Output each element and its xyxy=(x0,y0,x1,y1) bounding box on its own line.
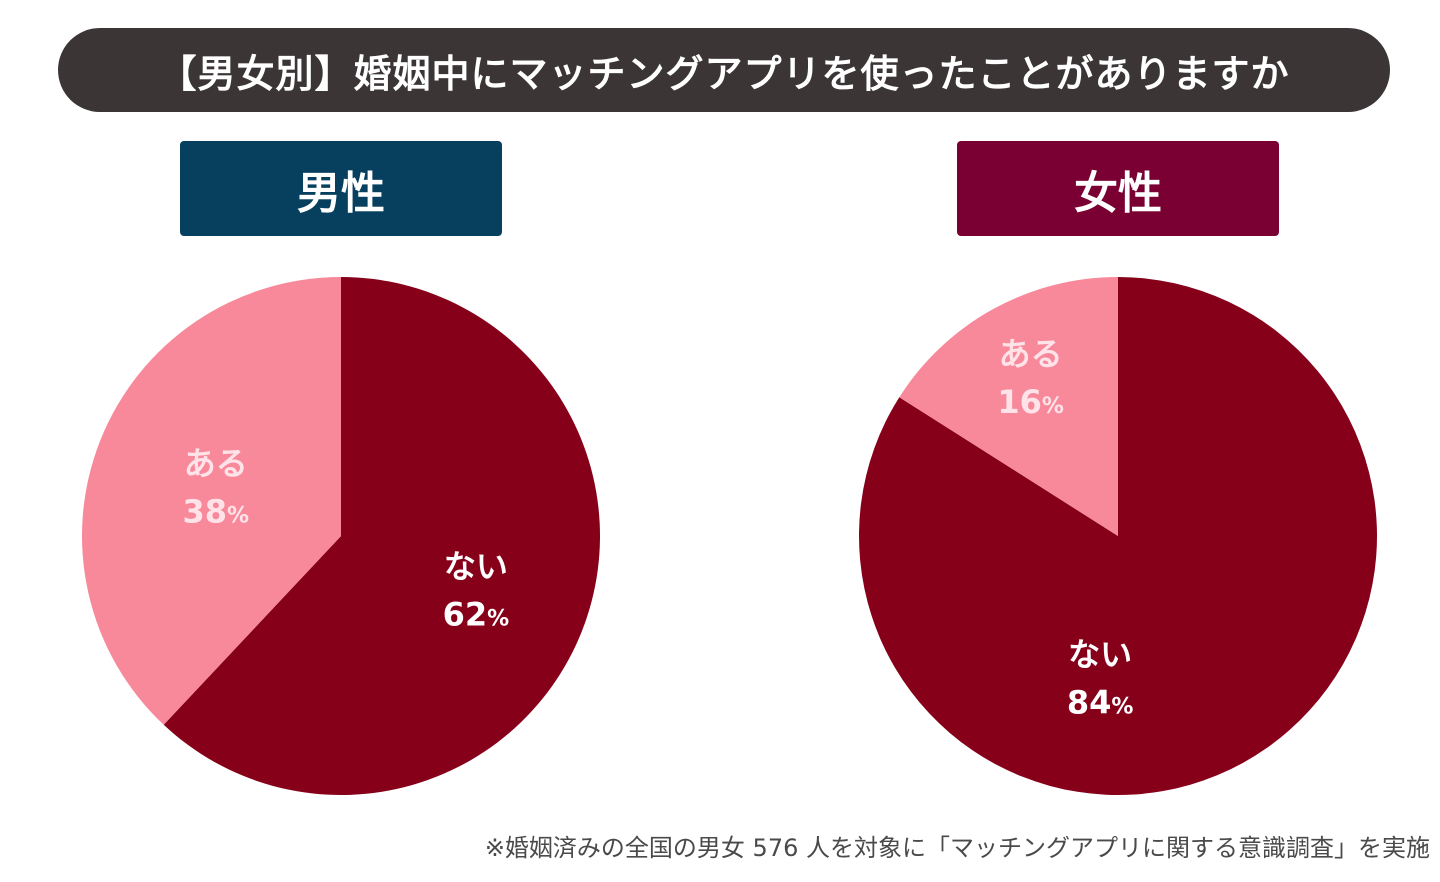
male-pie: ない 62% ある 38% xyxy=(82,277,601,795)
pie-0-slice-yes xyxy=(82,277,342,725)
pie-1-slice-yes xyxy=(899,277,1118,536)
female-pie: ない 84% ある 16% xyxy=(859,277,1378,795)
pie-0-label-yes: ある xyxy=(184,444,248,482)
pie-1-value-yes: 16% xyxy=(997,383,1064,421)
pie-1-label-yes: ある xyxy=(999,335,1063,373)
pie-1-label-no: ない xyxy=(1068,635,1132,673)
pie-0-value-yes: 38% xyxy=(182,492,249,530)
male-badge: 男性 xyxy=(180,141,502,236)
pie-0-slice-no xyxy=(163,277,601,795)
pie-1-slice-no xyxy=(859,277,1378,795)
pie-1-value-no: 84% xyxy=(1067,683,1134,721)
pie-0-label-no: ない xyxy=(444,547,508,585)
chart-title: 【男女別】婚姻中にマッチングアプリを使ったことがありますか xyxy=(58,28,1390,112)
female-badge: 女性 xyxy=(957,141,1279,236)
pie-0-value-no: 62% xyxy=(443,595,510,633)
footnote: ※婚姻済みの全国の男女 576 人を対象に「マッチングアプリに関する意識調査」を… xyxy=(484,834,1430,862)
